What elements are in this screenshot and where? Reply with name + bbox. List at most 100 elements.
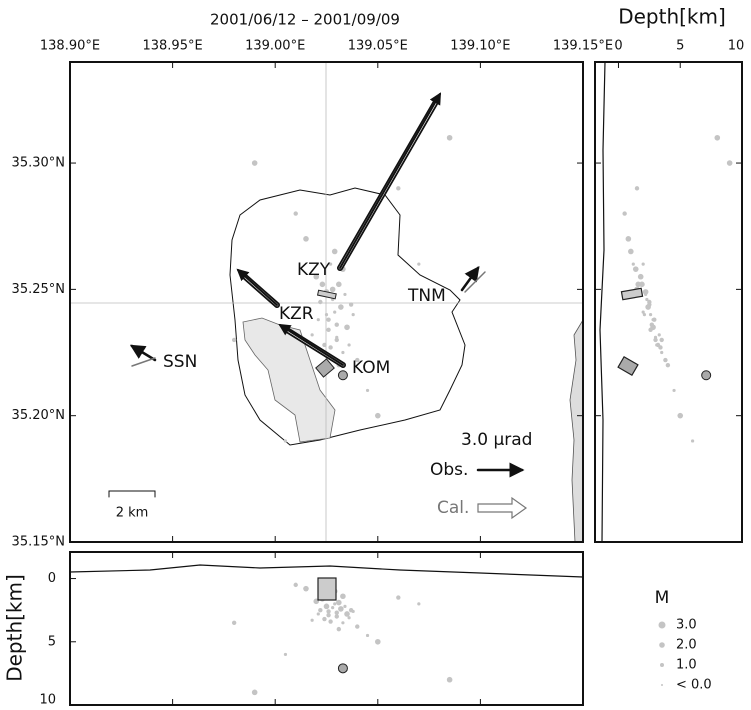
event bbox=[396, 186, 401, 191]
event bbox=[343, 604, 347, 608]
event bbox=[655, 343, 659, 347]
event bbox=[622, 211, 627, 216]
event bbox=[303, 585, 309, 592]
event bbox=[322, 616, 327, 622]
y-tick-label: 35.25°N bbox=[12, 282, 65, 297]
event bbox=[310, 618, 314, 622]
event bbox=[310, 333, 314, 337]
event bbox=[647, 302, 652, 307]
event bbox=[326, 609, 331, 614]
event bbox=[639, 281, 645, 288]
event bbox=[660, 350, 664, 355]
legend-symbol bbox=[658, 621, 666, 629]
event bbox=[343, 292, 347, 297]
event bbox=[316, 612, 320, 616]
event bbox=[341, 621, 345, 625]
x-tick-label: 5 bbox=[676, 39, 684, 54]
event bbox=[665, 362, 671, 368]
event bbox=[657, 333, 661, 337]
event bbox=[334, 322, 339, 327]
source bbox=[337, 370, 348, 381]
y-tick-label: 35.15°N bbox=[12, 535, 65, 550]
station-label: KZR bbox=[279, 304, 314, 324]
event bbox=[351, 313, 355, 317]
event bbox=[251, 689, 258, 696]
event bbox=[341, 350, 345, 355]
event bbox=[344, 611, 350, 617]
event bbox=[663, 357, 668, 363]
event bbox=[335, 335, 339, 339]
event bbox=[645, 297, 649, 302]
event bbox=[324, 313, 329, 317]
legend-symbol bbox=[659, 642, 665, 648]
x-tick-label: 10 bbox=[728, 39, 745, 54]
y-tick-label: 10 bbox=[39, 693, 56, 708]
tilt-vectors bbox=[108, 92, 528, 520]
event bbox=[326, 317, 331, 322]
event bbox=[329, 262, 333, 266]
legend: 3.0 2.0 1.0 < 0.0 bbox=[658, 618, 712, 693]
event bbox=[333, 310, 337, 314]
y-tick-label: 0 bbox=[48, 571, 56, 586]
event bbox=[328, 345, 333, 350]
station-label: SSN bbox=[163, 352, 197, 372]
event bbox=[653, 335, 658, 339]
event bbox=[649, 322, 655, 327]
event bbox=[328, 619, 333, 624]
event bbox=[316, 318, 320, 322]
y-tick-label: 5 bbox=[48, 634, 56, 649]
event bbox=[653, 337, 658, 343]
event bbox=[331, 248, 338, 255]
event bbox=[628, 248, 634, 255]
event bbox=[318, 607, 323, 613]
event bbox=[634, 186, 640, 191]
station-label: KZY bbox=[297, 260, 331, 280]
event bbox=[355, 357, 360, 363]
event bbox=[283, 652, 288, 657]
event bbox=[417, 602, 421, 606]
event bbox=[641, 310, 645, 314]
legend-symbol bbox=[661, 684, 663, 686]
tilt-scale-label: 3.0 μrad bbox=[461, 430, 532, 450]
side-panels-bg bbox=[69, 61, 644, 601]
event bbox=[334, 337, 339, 343]
event bbox=[355, 624, 360, 629]
event bbox=[313, 273, 320, 280]
event bbox=[336, 599, 342, 606]
source bbox=[701, 370, 712, 381]
y-tick-label: 35.30°N bbox=[12, 156, 65, 171]
event bbox=[625, 236, 632, 242]
event bbox=[347, 343, 351, 347]
x-tick-label: 0 bbox=[614, 39, 622, 54]
x-tick-label: 138.90°E bbox=[40, 39, 100, 54]
station-label: TNM bbox=[407, 286, 446, 306]
event bbox=[333, 602, 337, 606]
title: 2001/06/12 – 2001/09/09 bbox=[210, 11, 400, 29]
y-tick-label: 35.20°N bbox=[12, 408, 65, 423]
event bbox=[690, 439, 695, 443]
obs-label: Obs. bbox=[430, 460, 468, 480]
event bbox=[417, 262, 421, 266]
event bbox=[318, 299, 323, 305]
event bbox=[319, 281, 326, 288]
event bbox=[648, 327, 653, 332]
event bbox=[375, 412, 381, 419]
event bbox=[335, 614, 339, 619]
legend-label: < 0.0 bbox=[676, 678, 712, 693]
event bbox=[632, 266, 639, 272]
event bbox=[338, 606, 344, 612]
event bbox=[642, 289, 649, 295]
event bbox=[323, 603, 330, 610]
event bbox=[303, 236, 309, 242]
source bbox=[337, 663, 348, 674]
event bbox=[651, 318, 655, 322]
event bbox=[446, 676, 453, 683]
legend-label: 1.0 bbox=[676, 658, 697, 673]
event bbox=[293, 211, 298, 216]
x-tick-label: 138.95°E bbox=[142, 39, 202, 54]
depth-south-label: Depth[km] bbox=[3, 574, 27, 682]
depth-east-label: Depth[km] bbox=[618, 5, 726, 29]
event bbox=[348, 302, 354, 307]
event bbox=[293, 582, 298, 588]
